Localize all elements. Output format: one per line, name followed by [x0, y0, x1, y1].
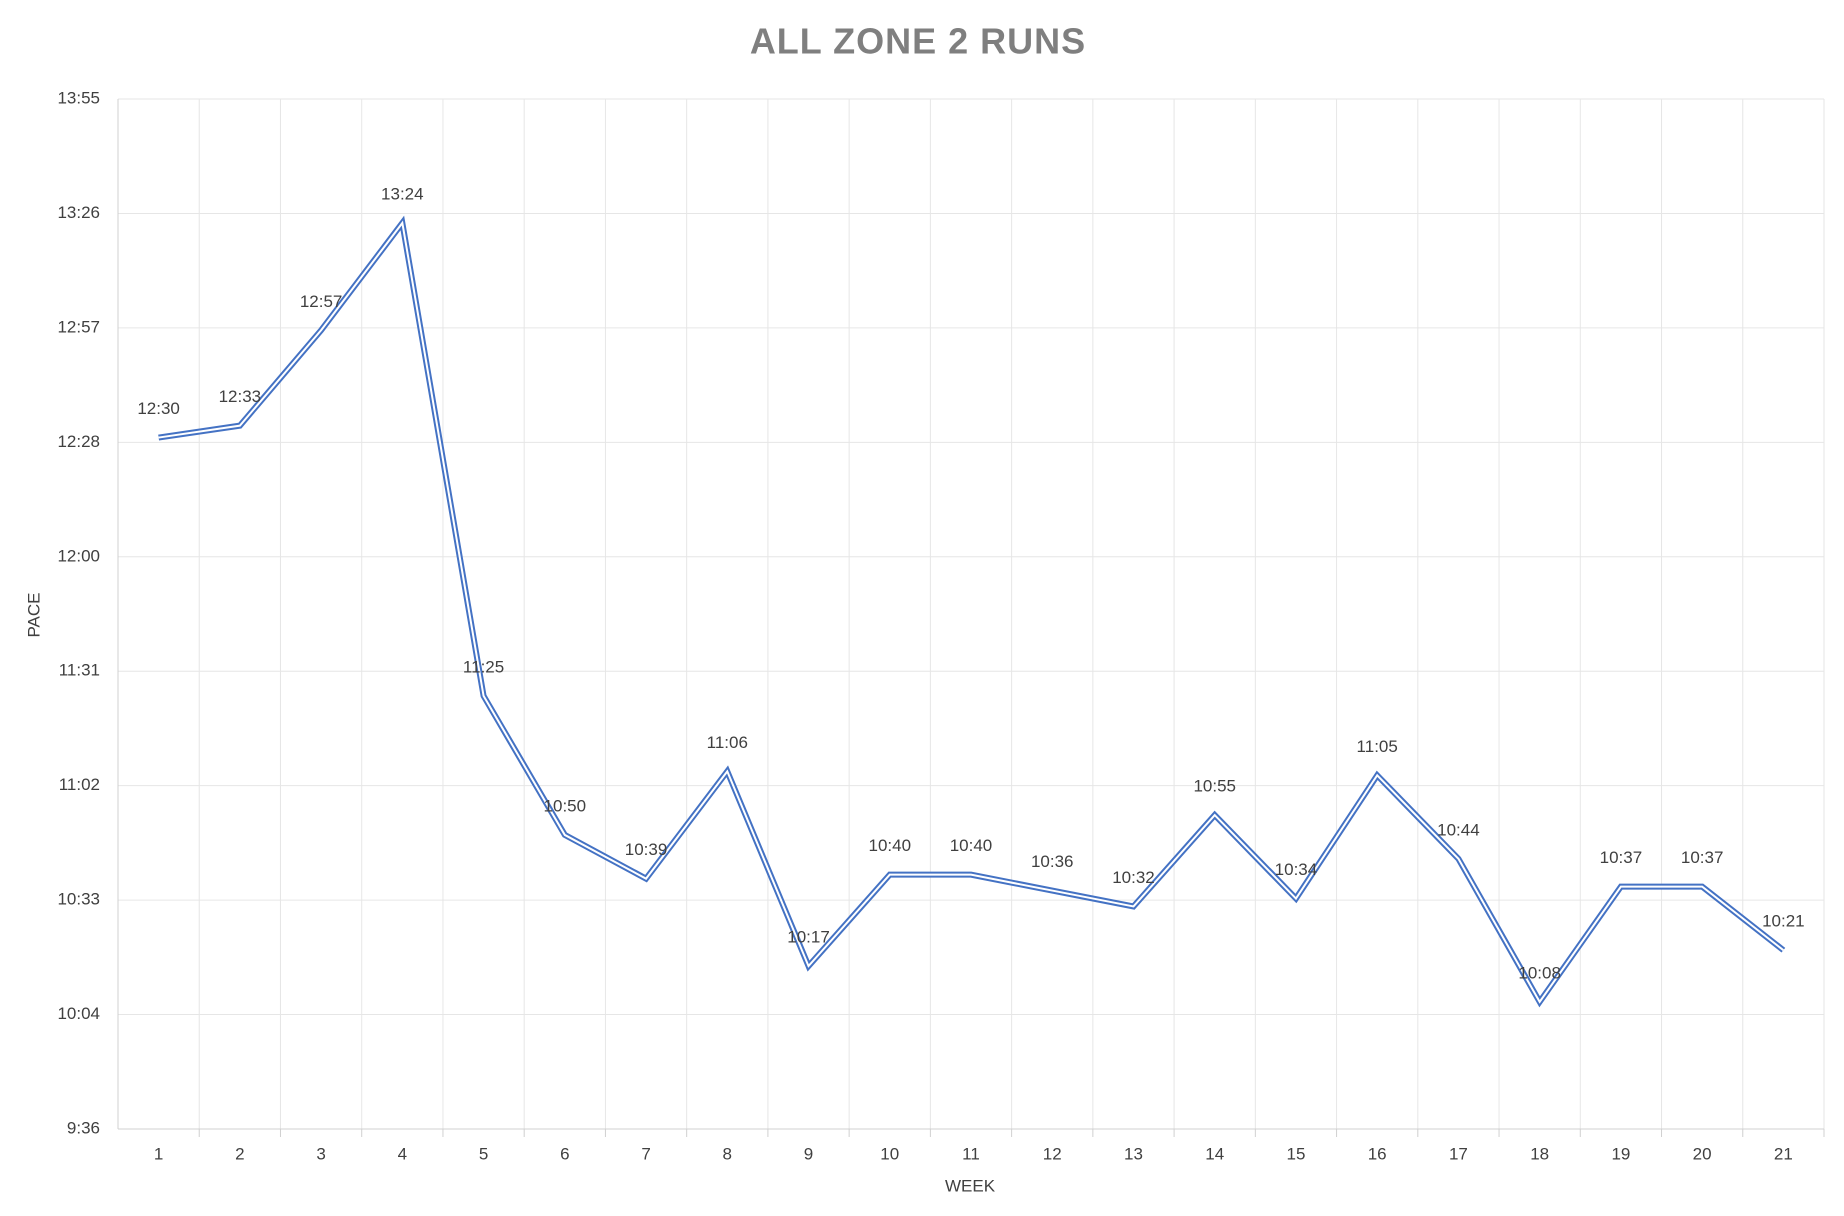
data-label: 12:57	[300, 292, 343, 311]
data-label: 10:34	[1275, 860, 1318, 879]
x-tick-label: 12	[1043, 1144, 1062, 1163]
data-label: 10:44	[1437, 820, 1480, 839]
x-tick-label: 1	[154, 1144, 163, 1163]
x-tick-label: 20	[1693, 1144, 1712, 1163]
data-label: 11:25	[463, 657, 504, 676]
x-tick-label: 15	[1286, 1144, 1305, 1163]
data-label: 10:50	[544, 796, 587, 815]
data-label: 10:32	[1112, 868, 1155, 887]
y-tick-label: 12:57	[57, 317, 100, 336]
y-tick-label: 10:04	[57, 1004, 100, 1023]
data-label: 12:33	[219, 387, 262, 406]
data-label: 10:55	[1193, 777, 1236, 796]
x-tick-label: 4	[398, 1144, 407, 1163]
x-tick-label: 17	[1449, 1144, 1468, 1163]
line	[158, 215, 1786, 1008]
data-label: 10:40	[868, 836, 911, 855]
data-label: 13:24	[381, 184, 424, 203]
y-tick-label: 9:36	[67, 1118, 100, 1137]
x-tick-label: 18	[1530, 1144, 1549, 1163]
data-label: 10:40	[950, 836, 993, 855]
x-tick-label: 16	[1368, 1144, 1387, 1163]
x-tick-label: 13	[1124, 1144, 1143, 1163]
x-tick-label: 8	[723, 1144, 732, 1163]
x-tick-label: 9	[804, 1144, 813, 1163]
data-label: 10:21	[1762, 912, 1805, 931]
data-label: 10:17	[787, 928, 830, 947]
x-axis-label: WEEK	[945, 1176, 996, 1195]
x-tick-label: 21	[1774, 1144, 1793, 1163]
x-tick-label: 7	[641, 1144, 650, 1163]
y-tick-label: 11:31	[59, 661, 100, 680]
y-tick-label: 13:55	[57, 88, 100, 107]
x-tick-label: 3	[316, 1144, 325, 1163]
x-tick-label: 2	[235, 1144, 244, 1163]
y-axis-label: PACE	[24, 592, 43, 637]
data-label: 10:37	[1600, 848, 1643, 867]
x-tick-label: 10	[880, 1144, 899, 1163]
data-label: 10:39	[625, 840, 668, 859]
data-label: 11:05	[1357, 737, 1398, 756]
data-label: 10:08	[1518, 963, 1561, 982]
y-tick-label: 10:33	[57, 890, 100, 909]
x-tick-label: 5	[479, 1144, 488, 1163]
data-label: 10:37	[1681, 848, 1724, 867]
data-label: 10:36	[1031, 852, 1074, 871]
x-tick-label: 6	[560, 1144, 569, 1163]
y-tick-label: 13:26	[57, 203, 100, 222]
chart-title: ALL ZONE 2 RUNS	[750, 21, 1086, 62]
y-tick-label: 11:02	[59, 775, 100, 794]
x-tick-label: 19	[1611, 1144, 1630, 1163]
x-tick-label: 14	[1205, 1144, 1224, 1163]
x-tick-label: 11	[962, 1144, 980, 1163]
data-label: 11:06	[707, 733, 748, 752]
line-inner	[158, 220, 1784, 1004]
y-tick-label: 12:28	[57, 432, 100, 451]
data-label: 12:30	[137, 399, 180, 418]
y-tick-label: 12:00	[57, 546, 100, 565]
